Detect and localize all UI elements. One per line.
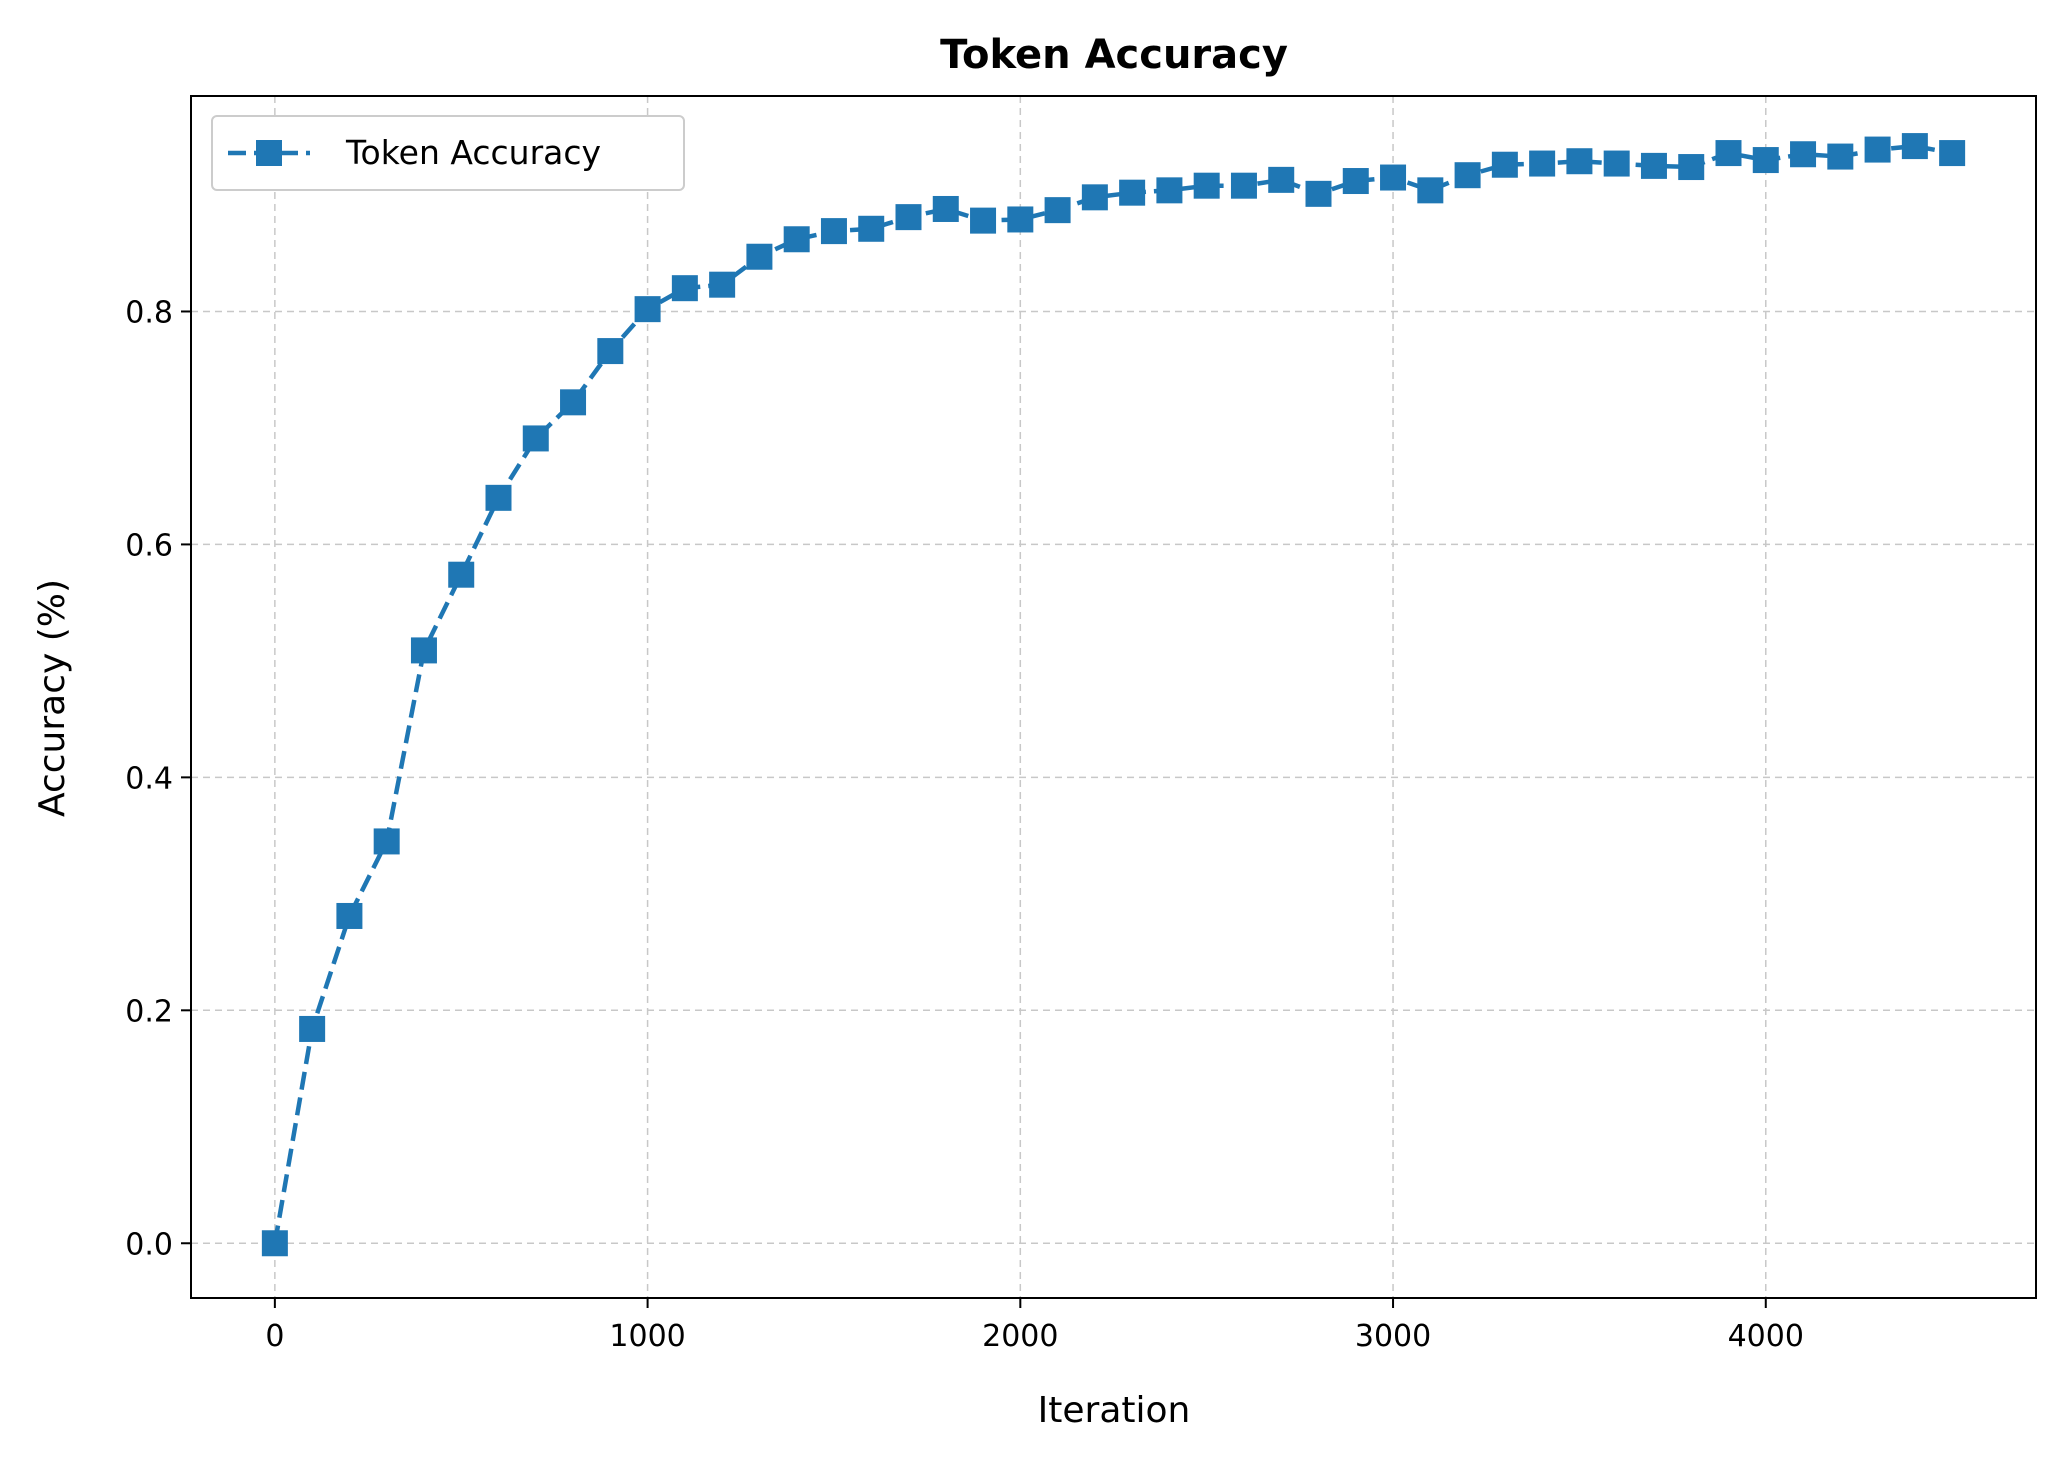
data-point-marker xyxy=(746,243,773,270)
x-tick-label: 4000 xyxy=(1728,1319,1804,1354)
series-line xyxy=(272,143,1953,1244)
data-point-marker xyxy=(1119,179,1146,206)
data-point-marker xyxy=(671,275,698,302)
grid-lines xyxy=(191,96,2036,1298)
legend-label: Token Accuracy xyxy=(345,133,601,172)
data-point-marker xyxy=(336,902,363,929)
x-tick-label: 1000 xyxy=(609,1319,685,1354)
data-point-marker xyxy=(1491,151,1518,178)
data-point-marker xyxy=(932,195,959,222)
data-point-marker xyxy=(1454,162,1481,189)
x-tick-label: 3000 xyxy=(1355,1319,1431,1354)
data-point-marker xyxy=(299,1015,326,1042)
legend-box xyxy=(211,115,685,191)
data-point-marker xyxy=(1603,150,1630,177)
data-point-marker xyxy=(261,1230,288,1257)
data-point-marker xyxy=(634,296,661,323)
data-point-marker xyxy=(1305,180,1332,207)
data-point-marker xyxy=(1752,147,1779,174)
data-point-marker xyxy=(1417,177,1444,204)
data-point-marker xyxy=(1566,148,1593,175)
data-point-marker xyxy=(858,215,885,242)
data-point-marker xyxy=(1380,164,1407,191)
data-point-marker xyxy=(1939,140,1966,167)
y-tick-label: 0.6 xyxy=(125,528,173,563)
data-point-marker xyxy=(485,484,512,511)
y-tick-label: 0.8 xyxy=(125,295,173,330)
data-point-marker xyxy=(1901,133,1928,160)
data-point-marker xyxy=(1640,152,1667,179)
data-point-marker xyxy=(709,271,736,298)
data-point-marker xyxy=(1678,154,1705,181)
y-tick-label: 0.4 xyxy=(125,761,173,796)
data-point-marker xyxy=(1864,136,1891,163)
data-point-marker xyxy=(1156,177,1183,204)
data-point-marker xyxy=(1044,197,1071,224)
data-point-marker xyxy=(970,207,997,234)
data-point-marker xyxy=(410,637,437,664)
axis-ticks: 0 1000 2000 3000 4000 0.0 0.2 0.4 0.6 0.8 xyxy=(125,295,1804,1354)
data-point-marker xyxy=(1529,150,1556,177)
data-point-marker xyxy=(1081,184,1108,211)
y-tick-label: 0.2 xyxy=(125,994,173,1029)
data-point-marker xyxy=(560,389,587,416)
data-point-marker xyxy=(1715,140,1742,167)
data-point-marker xyxy=(448,561,475,588)
data-point-marker xyxy=(1342,168,1369,195)
data-point-marker xyxy=(1193,172,1220,199)
x-axis-label: Iteration xyxy=(1038,1390,1191,1431)
data-point-marker xyxy=(522,425,549,452)
y-axis-label: Accuracy (%) xyxy=(32,579,73,817)
data-point-marker xyxy=(1007,206,1034,233)
legend-marker-sample xyxy=(256,140,282,166)
legend: Token Accuracy xyxy=(211,115,685,191)
data-point-marker xyxy=(820,218,847,245)
data-point-marker xyxy=(1827,143,1854,170)
y-tick-label: 0.0 xyxy=(125,1227,173,1262)
data-point-marker xyxy=(783,226,810,253)
data-point-marker xyxy=(597,338,624,365)
chart-title: Token Accuracy xyxy=(940,32,1288,78)
plot-area-frame xyxy=(190,95,2037,1299)
series-layer xyxy=(261,133,1966,1257)
x-tick-label: 0 xyxy=(265,1319,284,1354)
data-point-marker xyxy=(1790,141,1817,168)
data-point-marker xyxy=(1268,166,1295,193)
data-point-marker xyxy=(1230,172,1257,199)
data-point-marker xyxy=(895,204,922,231)
x-tick-label: 2000 xyxy=(982,1319,1058,1354)
data-point-marker xyxy=(373,828,400,855)
